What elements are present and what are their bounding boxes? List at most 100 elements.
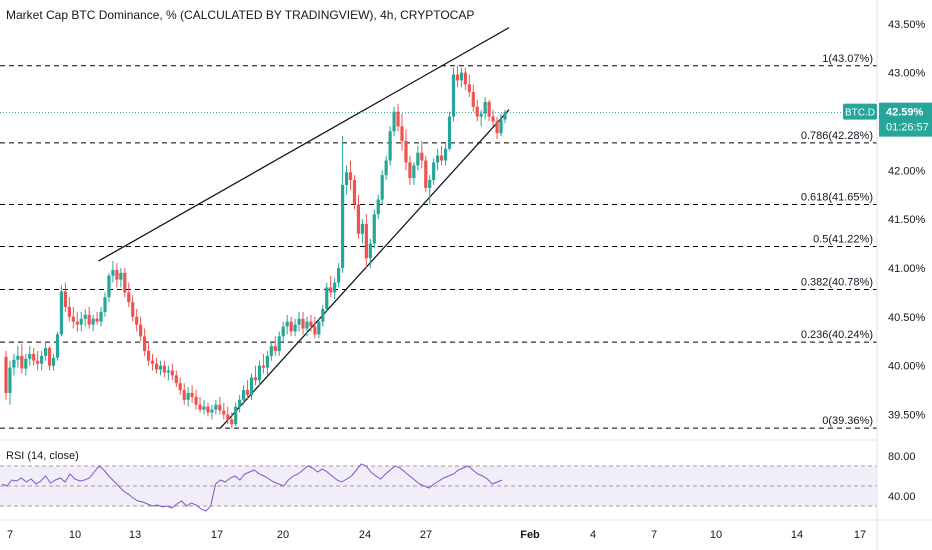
- candle-body: [269, 346, 273, 356]
- candle-body: [467, 84, 471, 93]
- candle-body: [420, 152, 424, 161]
- candle-body: [479, 113, 483, 117]
- candle-body: [443, 148, 448, 161]
- candle-body: [301, 318, 305, 329]
- fib-label: 1(43.07%): [822, 53, 873, 65]
- rsi-line: [1, 463, 503, 512]
- candle-body: [317, 321, 321, 335]
- candle-body: [321, 308, 325, 322]
- candle-body: [356, 204, 361, 234]
- candle-body: [63, 291, 67, 308]
- fib-label: 0.786(42.28%): [801, 130, 873, 142]
- fib-label: 0.236(40.24%): [801, 329, 873, 341]
- y-tick-label: 41.50%: [888, 214, 926, 226]
- candle-body: [412, 165, 416, 179]
- y-tick-label: 40.00%: [888, 361, 926, 373]
- x-tick-label: 17: [854, 529, 866, 541]
- candle-body: [103, 297, 107, 312]
- wedge-lower: [219, 109, 510, 429]
- candle-body: [158, 365, 163, 370]
- candle-body: [364, 224, 368, 259]
- candle-body: [265, 355, 269, 368]
- candle-body: [238, 399, 242, 407]
- chart-title: Market Cap BTC Dominance, % (CALCULATED …: [6, 8, 475, 22]
- candle-body: [325, 287, 329, 309]
- candle-body: [400, 126, 404, 141]
- wedge-lines: [98, 27, 510, 429]
- candle-body: [285, 321, 289, 327]
- candle-body: [55, 334, 60, 358]
- candle-body: [71, 316, 75, 322]
- candle-body: [115, 269, 119, 280]
- candle-body: [143, 336, 147, 351]
- candle-body: [344, 172, 349, 185]
- candle-body: [297, 318, 301, 325]
- candle-body: [222, 410, 226, 415]
- candle-body: [44, 348, 48, 356]
- candle-body: [146, 350, 151, 361]
- candle-body: [372, 214, 376, 244]
- candle-body: [503, 112, 507, 120]
- candle-body: [499, 119, 503, 134]
- candle-body: [348, 172, 353, 181]
- fib-levels: 1(43.07%) 0.786(42.28%) 0.618(41.65%) 0.5(4…: [0, 53, 877, 429]
- candle-body: [491, 116, 495, 122]
- price-badge[interactable]: BTC.D 42.59% 01:26:57: [843, 102, 932, 137]
- candle-body: [79, 318, 83, 325]
- candle-body: [396, 111, 400, 127]
- y-tick-label: 39.50%: [888, 409, 926, 421]
- x-tick-label: 24: [359, 529, 371, 541]
- x-tick-label: 10: [69, 529, 81, 541]
- x-tick-label: 7: [651, 529, 657, 541]
- x-tick-label: 7: [7, 529, 13, 541]
- candle-body: [463, 72, 467, 85]
- candle-body: [186, 392, 190, 400]
- candle-body: [360, 224, 364, 234]
- price-badge-value: 42.59%: [886, 107, 924, 119]
- candle-body: [451, 74, 456, 117]
- fib-label: 0.618(41.65%): [801, 191, 873, 203]
- candle-body: [475, 106, 479, 117]
- candle-body: [313, 326, 317, 335]
- candle-body: [20, 355, 24, 369]
- candle-body: [202, 406, 206, 410]
- candle-body: [487, 101, 491, 117]
- candle-body: [36, 360, 40, 364]
- rsi-tick-label: 80.00: [888, 451, 916, 463]
- fib-label: 0(39.36%): [822, 415, 873, 427]
- candle-body: [388, 131, 392, 161]
- candle-body: [289, 321, 293, 332]
- candle-body: [91, 318, 95, 325]
- wedge-upper: [98, 27, 510, 262]
- candle-body: [51, 357, 56, 366]
- candle-body: [67, 307, 71, 317]
- candle-body: [194, 396, 198, 405]
- candle-body: [170, 370, 174, 376]
- candle-body: [242, 390, 246, 400]
- candle-body: [440, 155, 444, 161]
- y-tick-label: 40.50%: [888, 312, 926, 324]
- candle-body: [305, 321, 309, 329]
- candle-body: [253, 377, 258, 381]
- candle-body: [24, 358, 28, 369]
- candle-body: [135, 316, 139, 325]
- candle-body: [182, 390, 186, 400]
- candle-body: [174, 375, 178, 384]
- candle-body: [380, 175, 384, 200]
- rsi-tick-label: 40.00: [888, 491, 916, 503]
- candle-body: [447, 116, 452, 149]
- x-tick-label: 13: [129, 529, 141, 541]
- y-tick-label: 41.00%: [888, 263, 926, 275]
- candle-body: [293, 324, 297, 332]
- x-tick-label: Feb: [520, 529, 540, 541]
- candle-body: [455, 74, 460, 81]
- x-tick-label: 10: [710, 529, 722, 541]
- candle-body: [495, 121, 499, 134]
- candle-body: [75, 321, 79, 325]
- price-badge-box: [879, 102, 932, 137]
- candle-body: [432, 162, 436, 181]
- candle-body: [190, 392, 194, 397]
- candle-body: [40, 355, 44, 364]
- candle-body: [249, 377, 254, 395]
